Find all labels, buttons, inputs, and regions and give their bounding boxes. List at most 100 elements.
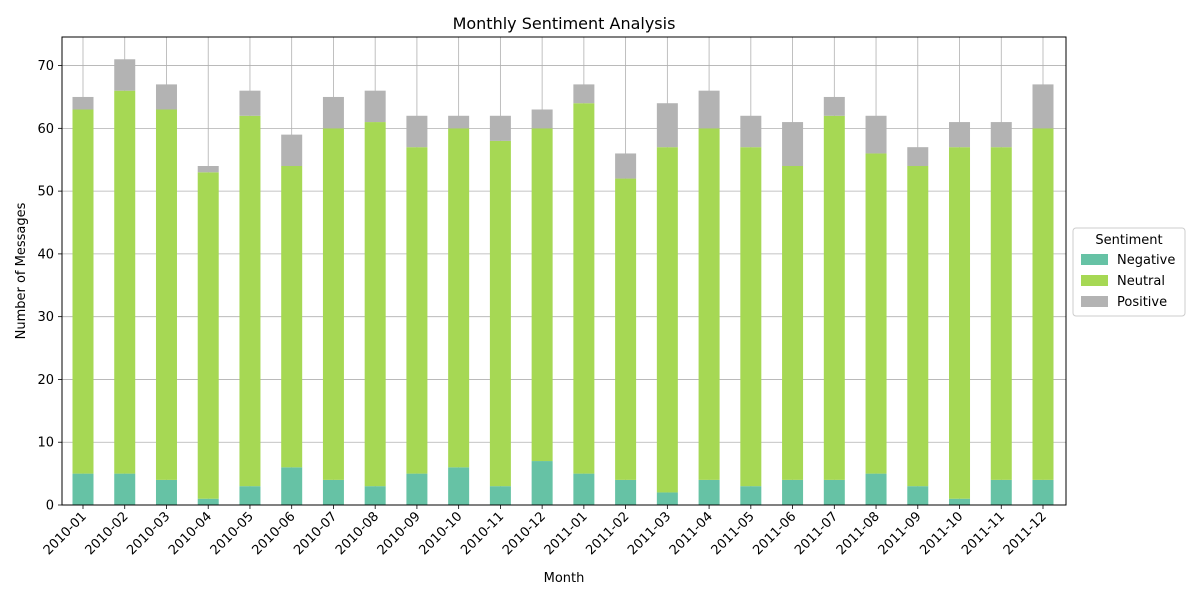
- bar-negative-2011-06: [782, 479, 804, 505]
- bars: [72, 59, 1054, 505]
- bar-neutral-2011-03: [656, 147, 678, 493]
- bar-neutral-2010-02: [114, 90, 136, 474]
- bar-positive-2011-06: [782, 122, 804, 167]
- bar-negative-2010-07: [322, 479, 344, 505]
- bar-neutral-2010-10: [448, 128, 470, 468]
- legend-swatch-negative: [1081, 254, 1108, 265]
- bar-positive-2011-10: [949, 122, 971, 148]
- bar-neutral-2010-07: [322, 128, 344, 480]
- bar-negative-2010-02: [114, 473, 136, 505]
- bar-neutral-2010-11: [489, 140, 511, 487]
- x-axis: 2010-012010-022010-032010-042010-052010-…: [41, 505, 1050, 558]
- x-tick-label: 2011-02: [583, 509, 632, 558]
- x-tick-label: 2010-09: [375, 509, 424, 558]
- bar-neutral-2011-04: [698, 128, 720, 480]
- x-tick-label: 2011-03: [625, 509, 674, 558]
- bar-positive-2011-03: [656, 103, 678, 148]
- bar-negative-2011-10: [949, 498, 971, 505]
- bar-negative-2010-12: [531, 461, 553, 505]
- x-tick-label: 2011-05: [709, 509, 758, 558]
- bar-positive-2010-11: [489, 115, 511, 141]
- bar-negative-2010-10: [448, 467, 470, 505]
- bar-negative-2010-05: [239, 486, 261, 505]
- bar-negative-2011-05: [740, 486, 762, 505]
- bar-negative-2011-08: [865, 473, 887, 505]
- y-tick-label: 20: [37, 373, 54, 388]
- y-tick-label: 30: [37, 310, 54, 325]
- bar-neutral-2011-01: [573, 103, 595, 474]
- x-tick-label: 2010-02: [83, 509, 132, 558]
- chart-title: Monthly Sentiment Analysis: [453, 14, 676, 33]
- bar-neutral-2011-09: [907, 166, 929, 487]
- legend-label-positive: Positive: [1117, 295, 1167, 310]
- bar-negative-2010-01: [72, 473, 94, 505]
- x-tick-label: 2011-09: [876, 509, 925, 558]
- x-tick-label: 2011-12: [1001, 509, 1050, 558]
- bar-negative-2011-12: [1032, 479, 1054, 505]
- bar-positive-2011-07: [823, 96, 845, 116]
- bar-positive-2010-03: [155, 84, 177, 110]
- bar-neutral-2010-06: [281, 166, 303, 468]
- bar-neutral-2011-12: [1032, 128, 1054, 480]
- bar-positive-2011-04: [698, 90, 720, 129]
- bar-negative-2010-03: [155, 479, 177, 505]
- x-tick-label: 2011-10: [917, 509, 966, 558]
- x-tick-label: 2010-03: [124, 509, 173, 558]
- bar-positive-2010-09: [406, 115, 428, 148]
- bar-positive-2010-02: [114, 59, 136, 91]
- legend-label-neutral: Neutral: [1117, 274, 1165, 289]
- bar-neutral-2011-07: [823, 115, 845, 480]
- bar-positive-2010-05: [239, 90, 261, 116]
- bar-neutral-2011-06: [782, 166, 804, 480]
- bar-negative-2010-04: [197, 498, 219, 505]
- bar-neutral-2010-05: [239, 115, 261, 487]
- x-tick-label: 2010-08: [333, 509, 382, 558]
- bar-neutral-2011-05: [740, 147, 762, 487]
- x-tick-label: 2010-04: [166, 509, 215, 558]
- x-tick-label: 2011-06: [750, 509, 799, 558]
- x-tick-label: 2011-08: [834, 509, 883, 558]
- bar-negative-2011-03: [656, 492, 678, 505]
- bar-positive-2011-01: [573, 84, 595, 104]
- y-tick-label: 70: [37, 59, 54, 74]
- bar-positive-2011-11: [990, 122, 1012, 148]
- bar-positive-2011-02: [615, 153, 637, 179]
- x-tick-label: 2011-11: [959, 509, 1008, 558]
- bar-negative-2011-01: [573, 473, 595, 505]
- y-tick-label: 60: [37, 122, 54, 137]
- y-tick-label: 50: [37, 185, 54, 200]
- bar-positive-2011-12: [1032, 84, 1054, 129]
- legend-label-negative: Negative: [1117, 253, 1175, 268]
- y-tick-label: 40: [37, 247, 54, 262]
- y-tick-label: 10: [37, 436, 54, 451]
- bar-negative-2010-09: [406, 473, 428, 505]
- x-tick-label: 2010-10: [416, 509, 465, 558]
- bar-neutral-2011-02: [615, 178, 637, 480]
- bar-positive-2010-08: [364, 90, 386, 123]
- bar-neutral-2010-03: [155, 109, 177, 480]
- bar-negative-2011-09: [907, 486, 929, 505]
- bar-negative-2011-11: [990, 479, 1012, 505]
- bar-negative-2011-07: [823, 479, 845, 505]
- bar-positive-2010-10: [448, 115, 470, 129]
- bar-neutral-2010-12: [531, 128, 553, 462]
- x-tick-label: 2010-07: [291, 509, 340, 558]
- bar-positive-2011-05: [740, 115, 762, 148]
- legend: Sentiment Negative Neutral Positive: [1072, 227, 1186, 317]
- bar-neutral-2011-11: [990, 147, 1012, 480]
- bar-neutral-2010-01: [72, 109, 94, 474]
- bar-positive-2010-01: [72, 96, 94, 110]
- bar-positive-2011-09: [907, 147, 929, 167]
- x-tick-label: 2010-06: [250, 509, 299, 558]
- y-tick-label: 0: [46, 499, 54, 514]
- bar-negative-2011-04: [698, 479, 720, 505]
- x-tick-label: 2010-01: [41, 509, 90, 558]
- bar-negative-2010-11: [489, 486, 511, 505]
- bar-positive-2010-07: [322, 96, 344, 129]
- legend-swatch-neutral: [1081, 275, 1108, 286]
- bar-positive-2010-06: [281, 134, 303, 167]
- bar-neutral-2010-04: [197, 172, 219, 499]
- y-axis: 0 10 20 30 40 50 60 70: [37, 59, 62, 514]
- y-axis-label: Number of Messages: [14, 202, 29, 339]
